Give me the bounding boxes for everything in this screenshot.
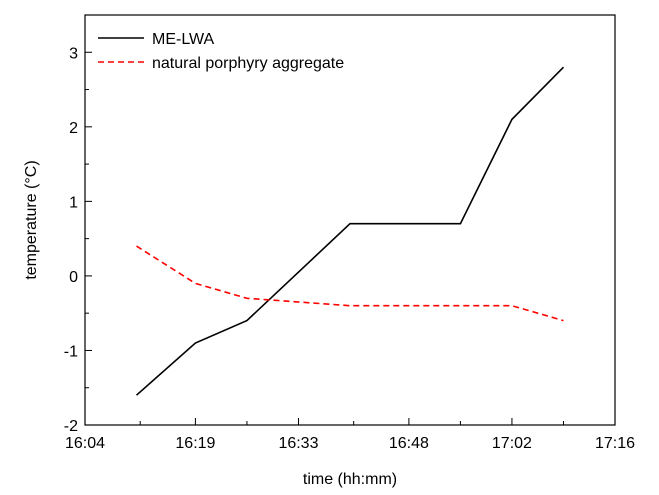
y-tick-label: 3 xyxy=(69,45,78,62)
x-tick-label: 17:02 xyxy=(492,435,532,452)
x-tick-label: 17:16 xyxy=(595,435,635,452)
legend-label: natural porphyry aggregate xyxy=(152,55,344,72)
legend-label: ME-LWA xyxy=(152,31,215,48)
x-tick-label: 16:19 xyxy=(175,435,215,452)
y-axis-label: temperature (°C) xyxy=(23,160,40,279)
y-tick-label: -1 xyxy=(64,343,78,360)
y-tick-label: 1 xyxy=(69,194,78,211)
series-line-me-lwa xyxy=(135,66,565,396)
x-axis-label: time (hh:mm) xyxy=(303,471,397,488)
series-line-natural-porphyry-aggregate xyxy=(136,245,564,322)
x-tick-label: 16:04 xyxy=(65,435,105,452)
x-tick-label: 16:33 xyxy=(278,435,318,452)
y-tick-label: 0 xyxy=(69,269,78,286)
plot-frame xyxy=(84,14,616,426)
x-tick-label: 16:48 xyxy=(389,435,429,452)
y-tick-label: 2 xyxy=(69,120,78,137)
y-tick-label: -2 xyxy=(64,418,78,435)
